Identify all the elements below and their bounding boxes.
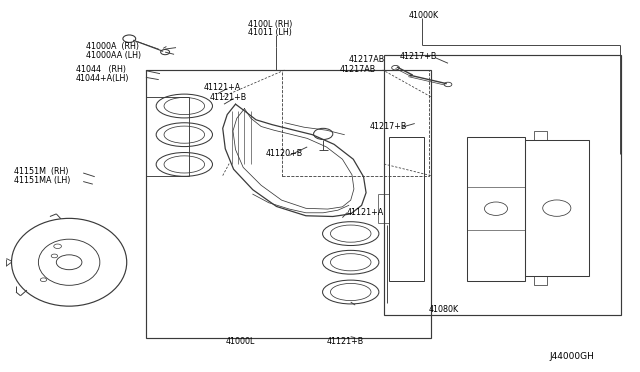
Text: 41217+B: 41217+B	[400, 52, 437, 61]
Text: J44000GH: J44000GH	[549, 352, 594, 361]
Text: 41121+A: 41121+A	[204, 83, 241, 92]
Bar	[525, 140, 589, 276]
Text: 41121+B: 41121+B	[210, 93, 247, 102]
Text: 41011 (LH): 41011 (LH)	[248, 28, 292, 37]
Bar	[282, 70, 429, 176]
Text: 41217AB: 41217AB	[339, 65, 376, 74]
Text: 4100L (RH): 4100L (RH)	[248, 20, 292, 29]
Bar	[146, 70, 431, 338]
Text: 41044+A(LH): 41044+A(LH)	[76, 74, 129, 83]
Text: 41044   (RH): 41044 (RH)	[76, 65, 125, 74]
Text: 41080K: 41080K	[429, 305, 459, 314]
Text: 41000L: 41000L	[225, 337, 255, 346]
Text: 41121+B: 41121+B	[326, 337, 364, 346]
Text: 41120+B: 41120+B	[266, 149, 303, 158]
Text: 41217+B: 41217+B	[370, 122, 407, 131]
Text: 41217AB: 41217AB	[349, 55, 385, 64]
Text: 41000AA (LH): 41000AA (LH)	[86, 51, 141, 60]
Bar	[384, 55, 621, 315]
Text: 41000K: 41000K	[408, 11, 438, 20]
Text: 41000A  (RH): 41000A (RH)	[86, 42, 140, 51]
Bar	[534, 131, 547, 140]
Bar	[389, 137, 424, 281]
Bar	[534, 276, 547, 285]
Text: 41151M  (RH): 41151M (RH)	[14, 167, 68, 176]
Text: 41151MA (LH): 41151MA (LH)	[14, 176, 70, 185]
Text: 41121+A: 41121+A	[347, 208, 384, 217]
Bar	[467, 137, 525, 281]
